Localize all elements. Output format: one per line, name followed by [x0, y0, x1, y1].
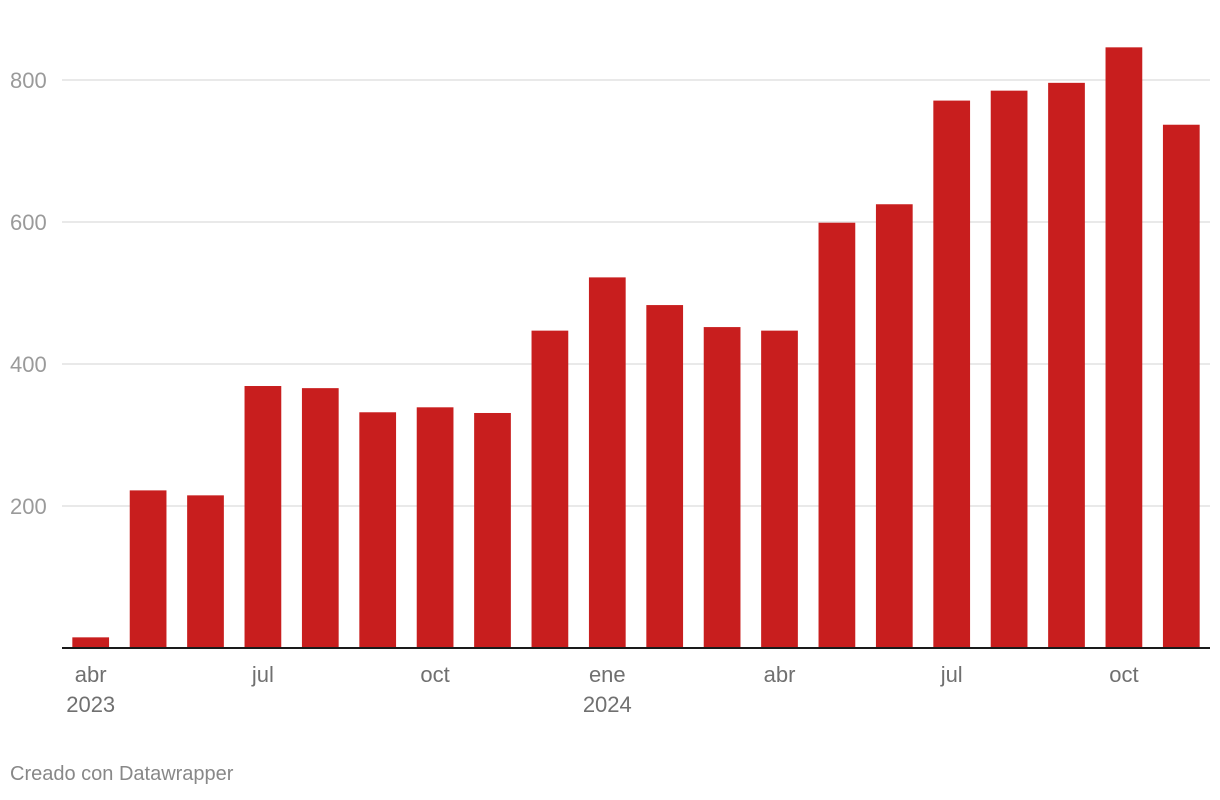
- bar-2024-07: [933, 100, 971, 649]
- x-tick-label: abr: [764, 662, 796, 687]
- bar-chart: 200 400 600 800 abr 2023 jul oct ene 2024 abr jul o…: [10, 47, 1210, 717]
- bar-2024-08: [990, 90, 1028, 648]
- x-tick-label: oct: [420, 662, 449, 687]
- bar-2024-05: [818, 222, 856, 648]
- bar-2024-11: [1162, 124, 1200, 649]
- gridlines: 200 400 600 800: [10, 68, 1210, 519]
- x-tick-label: jul: [940, 662, 963, 687]
- bar-2024-04: [761, 330, 798, 648]
- bar-2023-10: [416, 407, 454, 648]
- bar-2023-07: [244, 386, 282, 648]
- bar-2024-10: [1105, 47, 1143, 648]
- x-tick-year-label: 2024: [583, 692, 632, 717]
- bar-2023-08: [301, 388, 339, 648]
- x-tick-year-label: 2023: [66, 692, 115, 717]
- bar-2024-03: [703, 327, 741, 648]
- bar-2024-06: [875, 204, 913, 648]
- bars: [72, 47, 1200, 649]
- x-tick-label: jul: [251, 662, 274, 687]
- bar-2023-04: [72, 637, 110, 648]
- bar-2023-06: [187, 495, 224, 648]
- bar-2023-09: [359, 412, 397, 648]
- y-tick-label: 800: [10, 68, 47, 93]
- bar-2023-05: [129, 490, 167, 648]
- x-tick-label: oct: [1109, 662, 1138, 687]
- bar-2023-12: [531, 330, 569, 648]
- y-tick-label: 400: [10, 352, 47, 377]
- bar-2023-11: [474, 412, 511, 648]
- bar-2024-09: [1048, 82, 1085, 649]
- y-tick-label: 200: [10, 494, 47, 519]
- bar-2024-02: [646, 305, 684, 648]
- credit-text: Creado con Datawrapper: [10, 763, 234, 785]
- y-tick-label: 600: [10, 210, 47, 235]
- x-tick-label: ene: [589, 662, 626, 687]
- x-tick-label: abr: [75, 662, 107, 687]
- bar-2024-01: [588, 277, 626, 648]
- axes: abr 2023 jul oct ene 2024 abr jul oct: [62, 647, 1210, 717]
